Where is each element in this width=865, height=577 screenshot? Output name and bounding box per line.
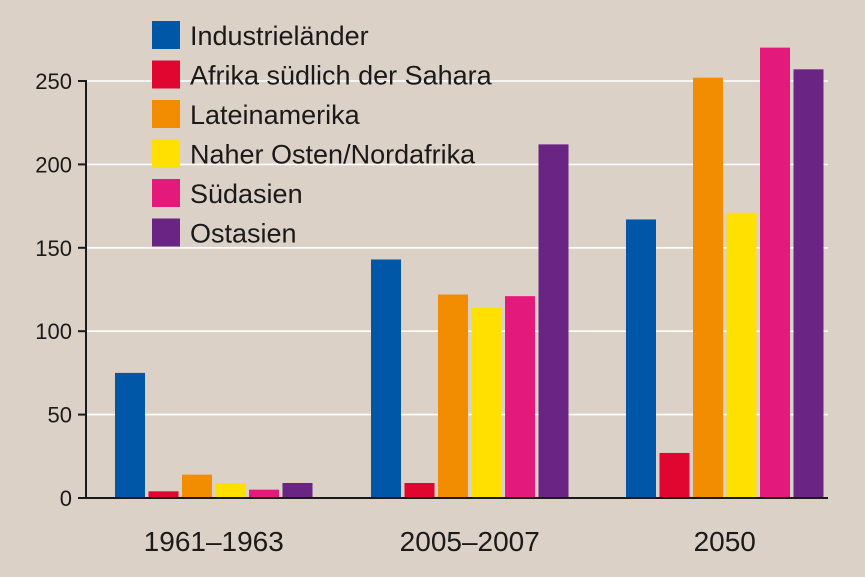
y-tick-label: 250: [35, 69, 72, 94]
bar-naher-osten-nordafrika-2: [726, 212, 757, 498]
legend: Industrieländer Afrika südlich der Sahara…: [152, 21, 493, 249]
legend-swatch: [152, 100, 180, 128]
bar-afrika-s-dlich-der-sahara-0: [148, 491, 179, 498]
legend-label: Lateinamerika: [190, 100, 361, 130]
legend-label: Südasien: [190, 179, 303, 209]
legend-label: Naher Osten/Nordafrika: [190, 140, 476, 170]
legend-swatch: [152, 218, 180, 247]
axes: 0 50 100 150 200 250 1961–1963 2005–2007 2050: [35, 69, 828, 557]
y-tick-label: 200: [35, 152, 72, 177]
legend-swatch: [152, 60, 180, 89]
bar-s-dasien-0: [249, 489, 279, 498]
bar-s-dasien-2: [760, 47, 790, 498]
x-category-label: 2050: [694, 526, 756, 557]
bar-naher-osten-nordafrika-0: [215, 482, 246, 498]
bar-industriel-nder-2: [626, 219, 656, 498]
bar-industriel-nder-1: [371, 259, 401, 498]
bars: [115, 47, 824, 498]
x-category-label: 1961–1963: [144, 526, 284, 557]
bar-afrika-s-dlich-der-sahara-2: [659, 452, 690, 498]
bar-ostasien-2: [793, 69, 824, 498]
bar-lateinamerika-1: [438, 294, 468, 498]
bar-afrika-s-dlich-der-sahara-1: [404, 482, 435, 498]
y-tick-label: 150: [35, 236, 72, 261]
legend-label: Industrieländer: [190, 21, 369, 51]
bar-ostasien-1: [538, 144, 569, 498]
bar-naher-osten-nordafrika-1: [471, 307, 502, 498]
legend-swatch: [152, 179, 180, 207]
bar-s-dasien-1: [505, 296, 535, 498]
legend-swatch: [152, 139, 180, 168]
legend-swatch: [152, 21, 180, 49]
legend-label: Afrika südlich der Sahara: [190, 61, 493, 91]
y-tick-label: 50: [48, 403, 72, 428]
bar-lateinamerika-2: [693, 77, 723, 498]
y-tick-label: 100: [35, 319, 72, 344]
x-category-label: 2005–2007: [400, 526, 540, 557]
bar-lateinamerika-0: [182, 474, 212, 498]
bar-industriel-nder-0: [115, 372, 145, 498]
bar-ostasien-0: [282, 482, 313, 498]
legend-label: Ostasien: [190, 219, 297, 249]
y-tick-label: 0: [60, 486, 72, 511]
